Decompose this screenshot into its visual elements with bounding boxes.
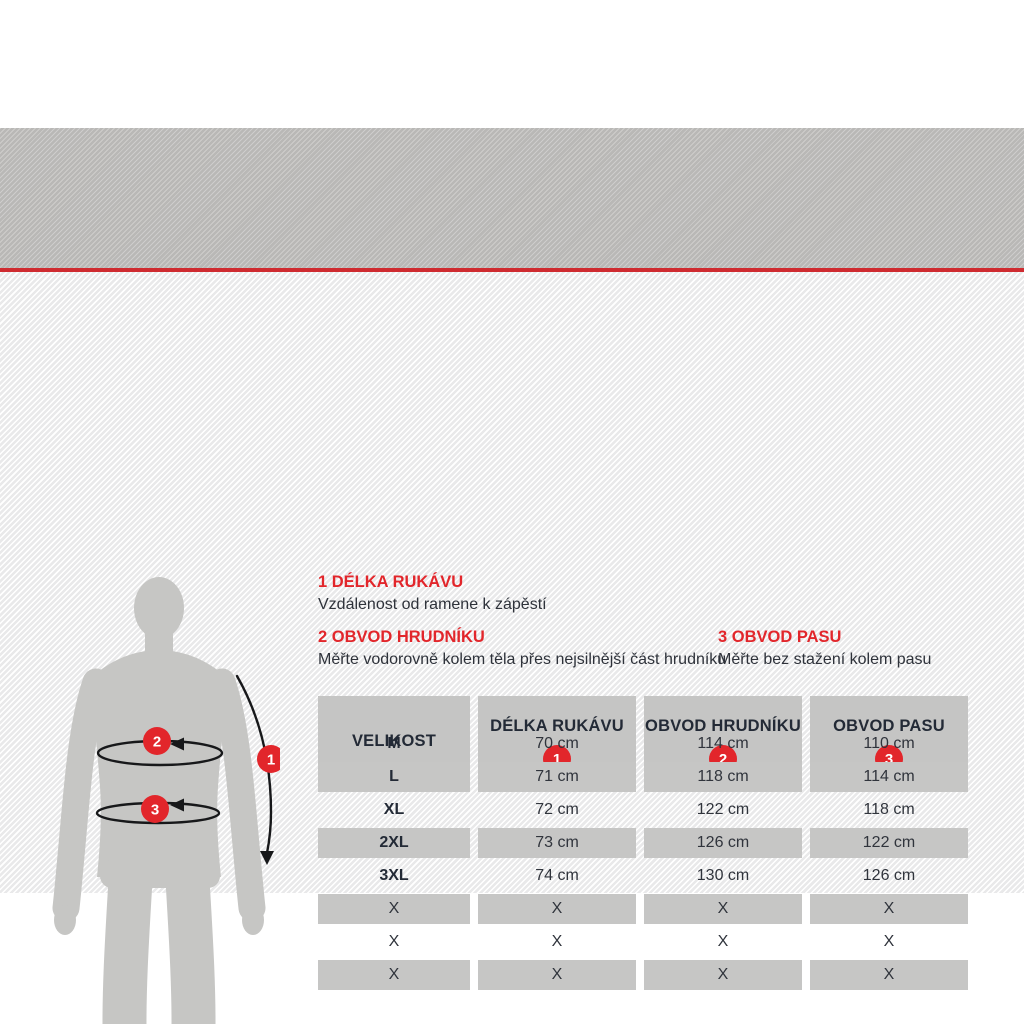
content-area: 1 2 3 1 DÉLKA RUKÁVU Vzdálenost od ramen… xyxy=(0,272,1024,1024)
legend-sleeve-description: Vzdálenost od ramene k zápěstí xyxy=(318,596,547,613)
size-table: VELIKOST DÉLKA RUKÁVU 1 OBVOD HRUDNÍKU 2… xyxy=(318,696,968,990)
header: VENTOSO TABULKA VELIKOSTÍ PRACOVNÍ MIKIN… xyxy=(0,128,1024,378)
chest-cell: X xyxy=(644,960,802,990)
waist-cell: 114 cm xyxy=(810,762,968,792)
sleeve-cell: 71 cm xyxy=(478,762,636,792)
size-cell: X xyxy=(318,960,470,990)
chest-cell: X xyxy=(644,894,802,924)
waist-cell: 118 cm xyxy=(863,801,915,818)
column-header-label: OBVOD PASU xyxy=(833,717,945,735)
sleeve-cell: X xyxy=(478,960,636,990)
legend-chest-title: 2 OBVOD HRUDNÍKU xyxy=(318,628,485,646)
size-cell: 3XL xyxy=(379,867,409,884)
waist-cell: X xyxy=(810,894,968,924)
legend-chest: 2 OBVOD HRUDNÍKU Měřte vodorovně kolem t… xyxy=(318,628,726,669)
waist-cell: 110 cm xyxy=(863,735,915,752)
sleeve-measure-arrow xyxy=(235,674,273,855)
figure-markers: 1 2 3 xyxy=(141,727,280,823)
waist-arrowhead-icon xyxy=(170,798,184,812)
sleeve-cell: X xyxy=(551,933,563,950)
chest-cell: 130 cm xyxy=(696,867,750,884)
chest-arrowhead-icon xyxy=(170,737,184,751)
marker-2-chest xyxy=(143,727,171,755)
column-header-label: VELIKOST xyxy=(351,732,437,750)
sleeve-cell: X xyxy=(478,894,636,924)
waist-cell: X xyxy=(810,960,968,990)
marker-2-label: 2 xyxy=(153,734,161,751)
chest-cell: 122 cm xyxy=(696,801,750,818)
sleeve-cell: 70 cm xyxy=(535,735,579,752)
column-header-label: DÉLKA RUKÁVU xyxy=(490,717,624,735)
size-cell: X xyxy=(388,933,400,950)
marker-3-waist xyxy=(141,795,169,823)
legend-waist-description: Měřte bez stažení kolem pasu xyxy=(718,651,932,668)
legend-sleeve: 1 DÉLKA RUKÁVU Vzdálenost od ramene k zá… xyxy=(318,573,547,614)
size-cell: 2XL xyxy=(318,828,470,858)
waist-cell: X xyxy=(883,933,895,950)
waist-cell: 126 cm xyxy=(862,867,916,884)
sleeve-arrowhead-icon xyxy=(260,851,274,865)
size-cell: L xyxy=(318,762,470,792)
size-cell: M xyxy=(387,735,401,752)
chest-cell: 118 cm xyxy=(644,762,802,792)
chest-cell: X xyxy=(717,933,729,950)
sleeve-cell: 73 cm xyxy=(478,828,636,858)
sleeve-cell: 74 cm xyxy=(535,867,579,884)
legend-waist: 3 OBVOD PASU Měřte bez stažení kolem pas… xyxy=(718,628,931,669)
marker-3-label: 3 xyxy=(151,802,159,819)
size-cell: XL xyxy=(383,801,405,818)
body-silhouette: 1 2 3 xyxy=(52,577,280,1024)
chest-cell: 126 cm xyxy=(644,828,802,858)
size-cell: X xyxy=(318,894,470,924)
marker-1-sleeve xyxy=(257,745,280,773)
marker-1-label: 1 xyxy=(267,752,275,769)
legend-chest-description: Měřte vodorovně kolem těla přes nejsilně… xyxy=(318,651,727,668)
sleeve-cell: 72 cm xyxy=(535,801,579,818)
chest-cell: 114 cm xyxy=(697,735,749,752)
waist-cell: 122 cm xyxy=(810,828,968,858)
divider-line xyxy=(0,268,1024,272)
legend-waist-title: 3 OBVOD PASU xyxy=(718,628,842,646)
column-header-label: OBVOD HRUDNÍKU xyxy=(645,717,801,735)
legend-sleeve-title: 1 DÉLKA RUKÁVU xyxy=(318,573,464,591)
